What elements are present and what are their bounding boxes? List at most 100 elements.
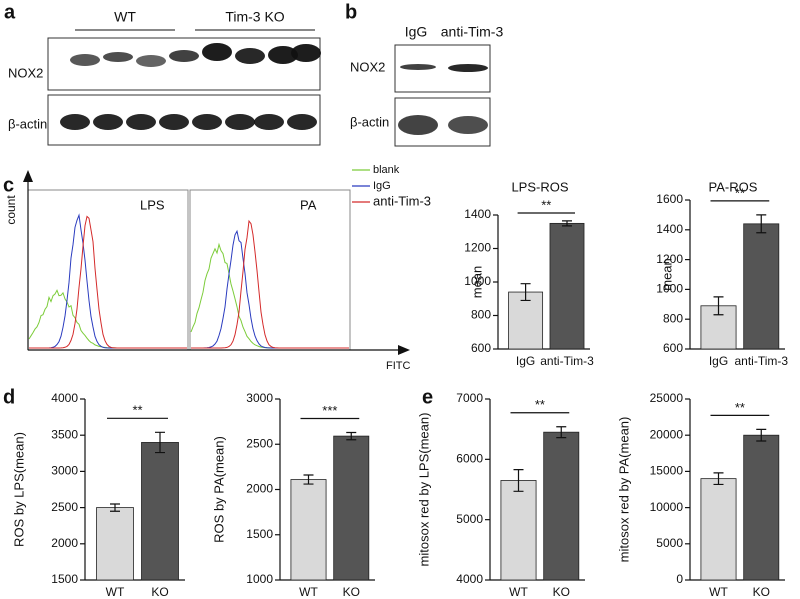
band (400, 64, 436, 70)
band (235, 48, 265, 64)
bar (500, 480, 537, 581)
chart-title: LPS-ROS (511, 179, 568, 194)
band (103, 52, 133, 62)
y-axis-label: ROS by LPS(mean) (11, 432, 26, 547)
y-axis-label: mean (659, 258, 674, 291)
x-tick-label: KO (553, 585, 570, 599)
x-tick-label: IgG (516, 354, 535, 368)
histogram-curve (191, 219, 349, 349)
band (169, 50, 199, 62)
y-tick-label: 1000 (246, 572, 273, 586)
x-tick-label: anti-Tim-3 (734, 354, 788, 368)
bar (141, 442, 179, 581)
y-tick-label: 3000 (246, 391, 273, 405)
panel-label: a (4, 1, 16, 23)
y-tick-label: 3500 (51, 427, 78, 441)
y-tick-label: 7000 (456, 391, 483, 405)
row-label: β-actin (350, 114, 389, 129)
y-tick-label: 3000 (51, 464, 78, 478)
flow-frame (189, 189, 351, 351)
bar (700, 478, 737, 581)
flow-frame (27, 189, 189, 351)
x-tick-label: WT (709, 585, 728, 599)
y-tick-label: 1000 (656, 282, 683, 296)
significance-label: ** (735, 185, 745, 200)
bar (743, 434, 780, 581)
legend-label: anti-Tim-3 (373, 193, 431, 208)
band (448, 116, 488, 134)
chart-title: PA-ROS (709, 179, 758, 194)
error-bar (346, 431, 357, 441)
significance-label: ** (132, 403, 142, 418)
error-bar (303, 474, 314, 485)
histogram-curve (190, 242, 349, 349)
band (291, 44, 321, 62)
x-label: FITC (386, 360, 410, 372)
panel-label: b (345, 1, 357, 23)
y-tick-label: 2500 (51, 500, 78, 514)
y-tick-label: 15000 (650, 464, 684, 478)
legend-label: IgG (373, 180, 391, 192)
x-tick-label: IgG (709, 354, 728, 368)
arrow-head (398, 345, 410, 355)
y-tick-label: 1200 (464, 241, 491, 255)
y-tick-label: 1200 (656, 252, 683, 266)
significance-label: ** (541, 197, 551, 212)
group-label: WT (114, 9, 136, 25)
significance-label: *** (322, 403, 337, 418)
y-tick-label: 1500 (246, 527, 273, 541)
x-tick-label: KO (753, 585, 770, 599)
x-tick-label: KO (343, 585, 360, 599)
y-tick-label: 4000 (456, 572, 483, 586)
histograms (28, 213, 349, 349)
error-bar (562, 220, 572, 227)
y-tick-label: 20000 (650, 427, 684, 441)
bar (96, 507, 134, 581)
error-bar (110, 503, 120, 512)
band (448, 64, 488, 72)
row-label: β-actin (8, 116, 47, 131)
y-tick-label: 2000 (51, 536, 78, 550)
error-bar (756, 428, 767, 442)
x-tick-label: WT (509, 585, 528, 599)
y-axis-label: mean (469, 266, 484, 299)
band (398, 115, 438, 135)
significance-label: ** (735, 400, 745, 415)
y-tick-label: 5000 (456, 512, 483, 526)
histogram-curve (28, 289, 187, 349)
x-tick-label: WT (299, 585, 318, 599)
bands (60, 43, 321, 130)
error-bar (155, 431, 165, 454)
band (287, 114, 317, 130)
band (159, 114, 189, 130)
bar (290, 479, 327, 581)
panel-title: LPS (140, 197, 165, 212)
y-tick-label: 10000 (650, 500, 684, 514)
panel-label: c (3, 174, 14, 196)
y-axis-label: ROS by PA(mean) (211, 436, 226, 543)
y-tick-label: 4000 (51, 391, 78, 405)
row-label: NOX2 (8, 65, 43, 80)
row-label: NOX2 (350, 59, 385, 74)
y-tick-label: 600 (663, 341, 683, 355)
histogram-curve (29, 213, 187, 349)
band (60, 114, 90, 130)
band (136, 55, 166, 67)
error-bar (713, 296, 724, 316)
error-bar (756, 214, 767, 234)
y-tick-label: 1000 (464, 274, 491, 288)
significance-label: ** (535, 397, 545, 412)
band (192, 114, 222, 130)
band (254, 114, 284, 130)
band (126, 114, 156, 130)
bands (398, 64, 488, 135)
y-tick-label: 1500 (51, 572, 78, 586)
error-bar (556, 426, 567, 439)
band (225, 114, 255, 130)
band (93, 114, 123, 130)
y-tick-label: 600 (471, 341, 491, 355)
y-tick-label: 1400 (464, 207, 491, 221)
histogram-curve (29, 215, 187, 349)
